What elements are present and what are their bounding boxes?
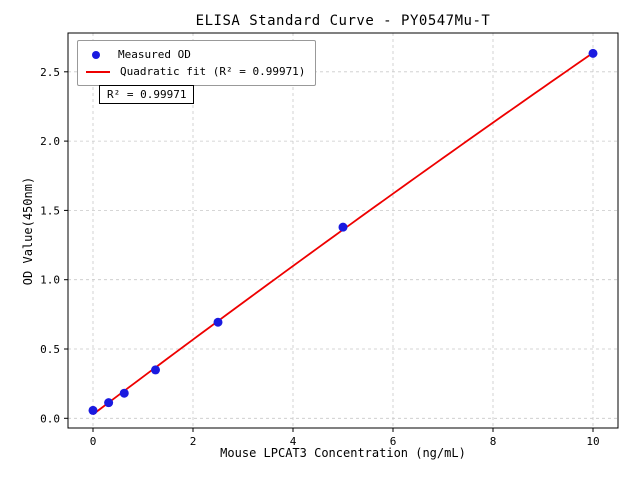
measured-od-point: [213, 317, 223, 327]
x-tick-label: 6: [390, 435, 397, 448]
x-tick-label: 8: [490, 435, 497, 448]
chart-title: ELISA Standard Curve - PY0547Mu-T: [195, 13, 491, 29]
measured-od-point: [151, 365, 160, 375]
y-tick-label: 1.5: [40, 204, 60, 217]
x-tick-label: 4: [290, 435, 297, 448]
quadratic-fit-line: [92, 52, 594, 416]
legend-label-fit: Quadratic fit (R² = 0.99971): [120, 65, 306, 78]
quadratic-fit-line-icon: [86, 70, 110, 73]
y-tick-label: 2.5: [40, 66, 60, 79]
measured-od-point: [119, 388, 129, 398]
measured-od-dot-icon: [92, 50, 100, 59]
y-tick-label: 0.0: [40, 412, 60, 425]
measured-od-point: [338, 222, 348, 232]
legend-label-measured: Measured OD: [118, 48, 191, 61]
measured-od-point: [88, 405, 98, 415]
legend: Measured OD Quadratic fit (R² = 0.99971): [77, 40, 317, 86]
legend-entry-measured: Measured OD: [86, 46, 305, 63]
y-tick-label: 2.0: [40, 135, 60, 148]
x-axis-label: Mouse LPCAT3 Concentration (ng/mL): [220, 446, 466, 460]
measured-od-point: [104, 398, 114, 408]
plot-border: [67, 32, 619, 429]
x-tick-label: 2: [190, 435, 197, 448]
measured-od-point: [588, 48, 598, 58]
y-tick-label: 0.5: [40, 343, 60, 356]
y-tick-label: 1.0: [40, 274, 60, 287]
x-tick-label: 10: [586, 435, 599, 448]
r-squared-annotation: R² = 0.99971: [99, 85, 195, 104]
legend-entry-fit: Quadratic fit (R² = 0.99971): [86, 63, 305, 80]
x-tick-label: 0: [90, 435, 97, 448]
y-axis-label: OD Value(450nm): [21, 176, 35, 286]
